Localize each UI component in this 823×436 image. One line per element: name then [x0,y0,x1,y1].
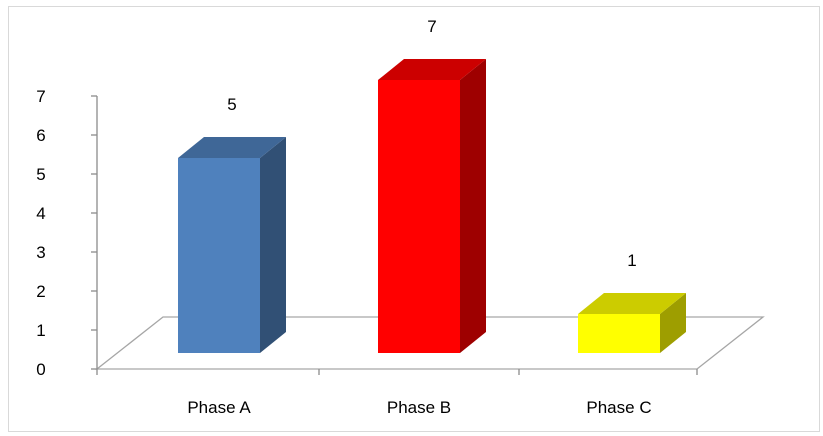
bar-front-face [578,314,660,353]
y-tick-label: 2 [36,282,45,301]
bar-top-face [378,59,486,80]
data-label: 5 [227,95,236,114]
bar-front-face [178,158,260,353]
bar-phase-b [378,59,486,353]
chart-floor [95,316,765,370]
bar-phase-c [578,293,686,353]
bar-side-face [260,137,286,353]
bar-front-face [378,80,460,353]
y-tick-label: 0 [36,360,45,379]
x-category-label: Phase B [387,398,451,417]
y-tick-label: 3 [36,243,45,262]
bar-side-face [660,293,686,353]
bar-side-face [460,59,486,353]
chart-floor-outline [95,316,765,370]
data-label: 7 [427,17,436,36]
y-tick-label: 5 [36,165,45,184]
y-tick-label: 7 [36,87,45,106]
labels: 5 Phase A 7 Phase B 1 Phase C [187,17,651,417]
bar-top-face [578,293,686,314]
y-axis: 0 1 2 3 4 5 6 7 [36,87,698,379]
bar-top-face [178,137,286,158]
y-tick-label: 4 [36,204,45,223]
bar-phase-a [178,137,286,353]
data-label: 1 [627,251,636,270]
bars [178,59,686,353]
x-category-label: Phase A [187,398,251,417]
y-tick-label: 6 [36,126,45,145]
x-category-label: Phase C [586,398,651,417]
y-tick-label: 1 [36,321,45,340]
